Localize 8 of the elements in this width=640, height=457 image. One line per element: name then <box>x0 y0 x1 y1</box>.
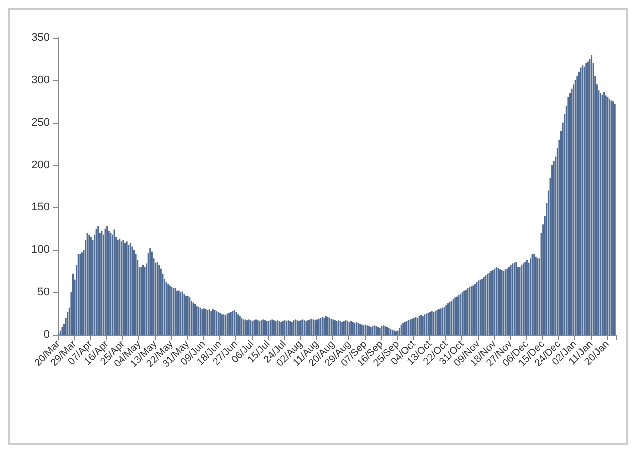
y-tick-label: 0 <box>44 329 50 341</box>
y-tick-label: 100 <box>32 244 50 256</box>
y-tick-label: 350 <box>32 32 50 44</box>
y-tick-label: 150 <box>32 202 50 214</box>
y-tick-label: 300 <box>32 74 50 86</box>
y-tick-label: 250 <box>32 116 50 129</box>
y-tick-label: 200 <box>32 159 50 172</box>
y-tick-label: 50 <box>38 286 50 299</box>
